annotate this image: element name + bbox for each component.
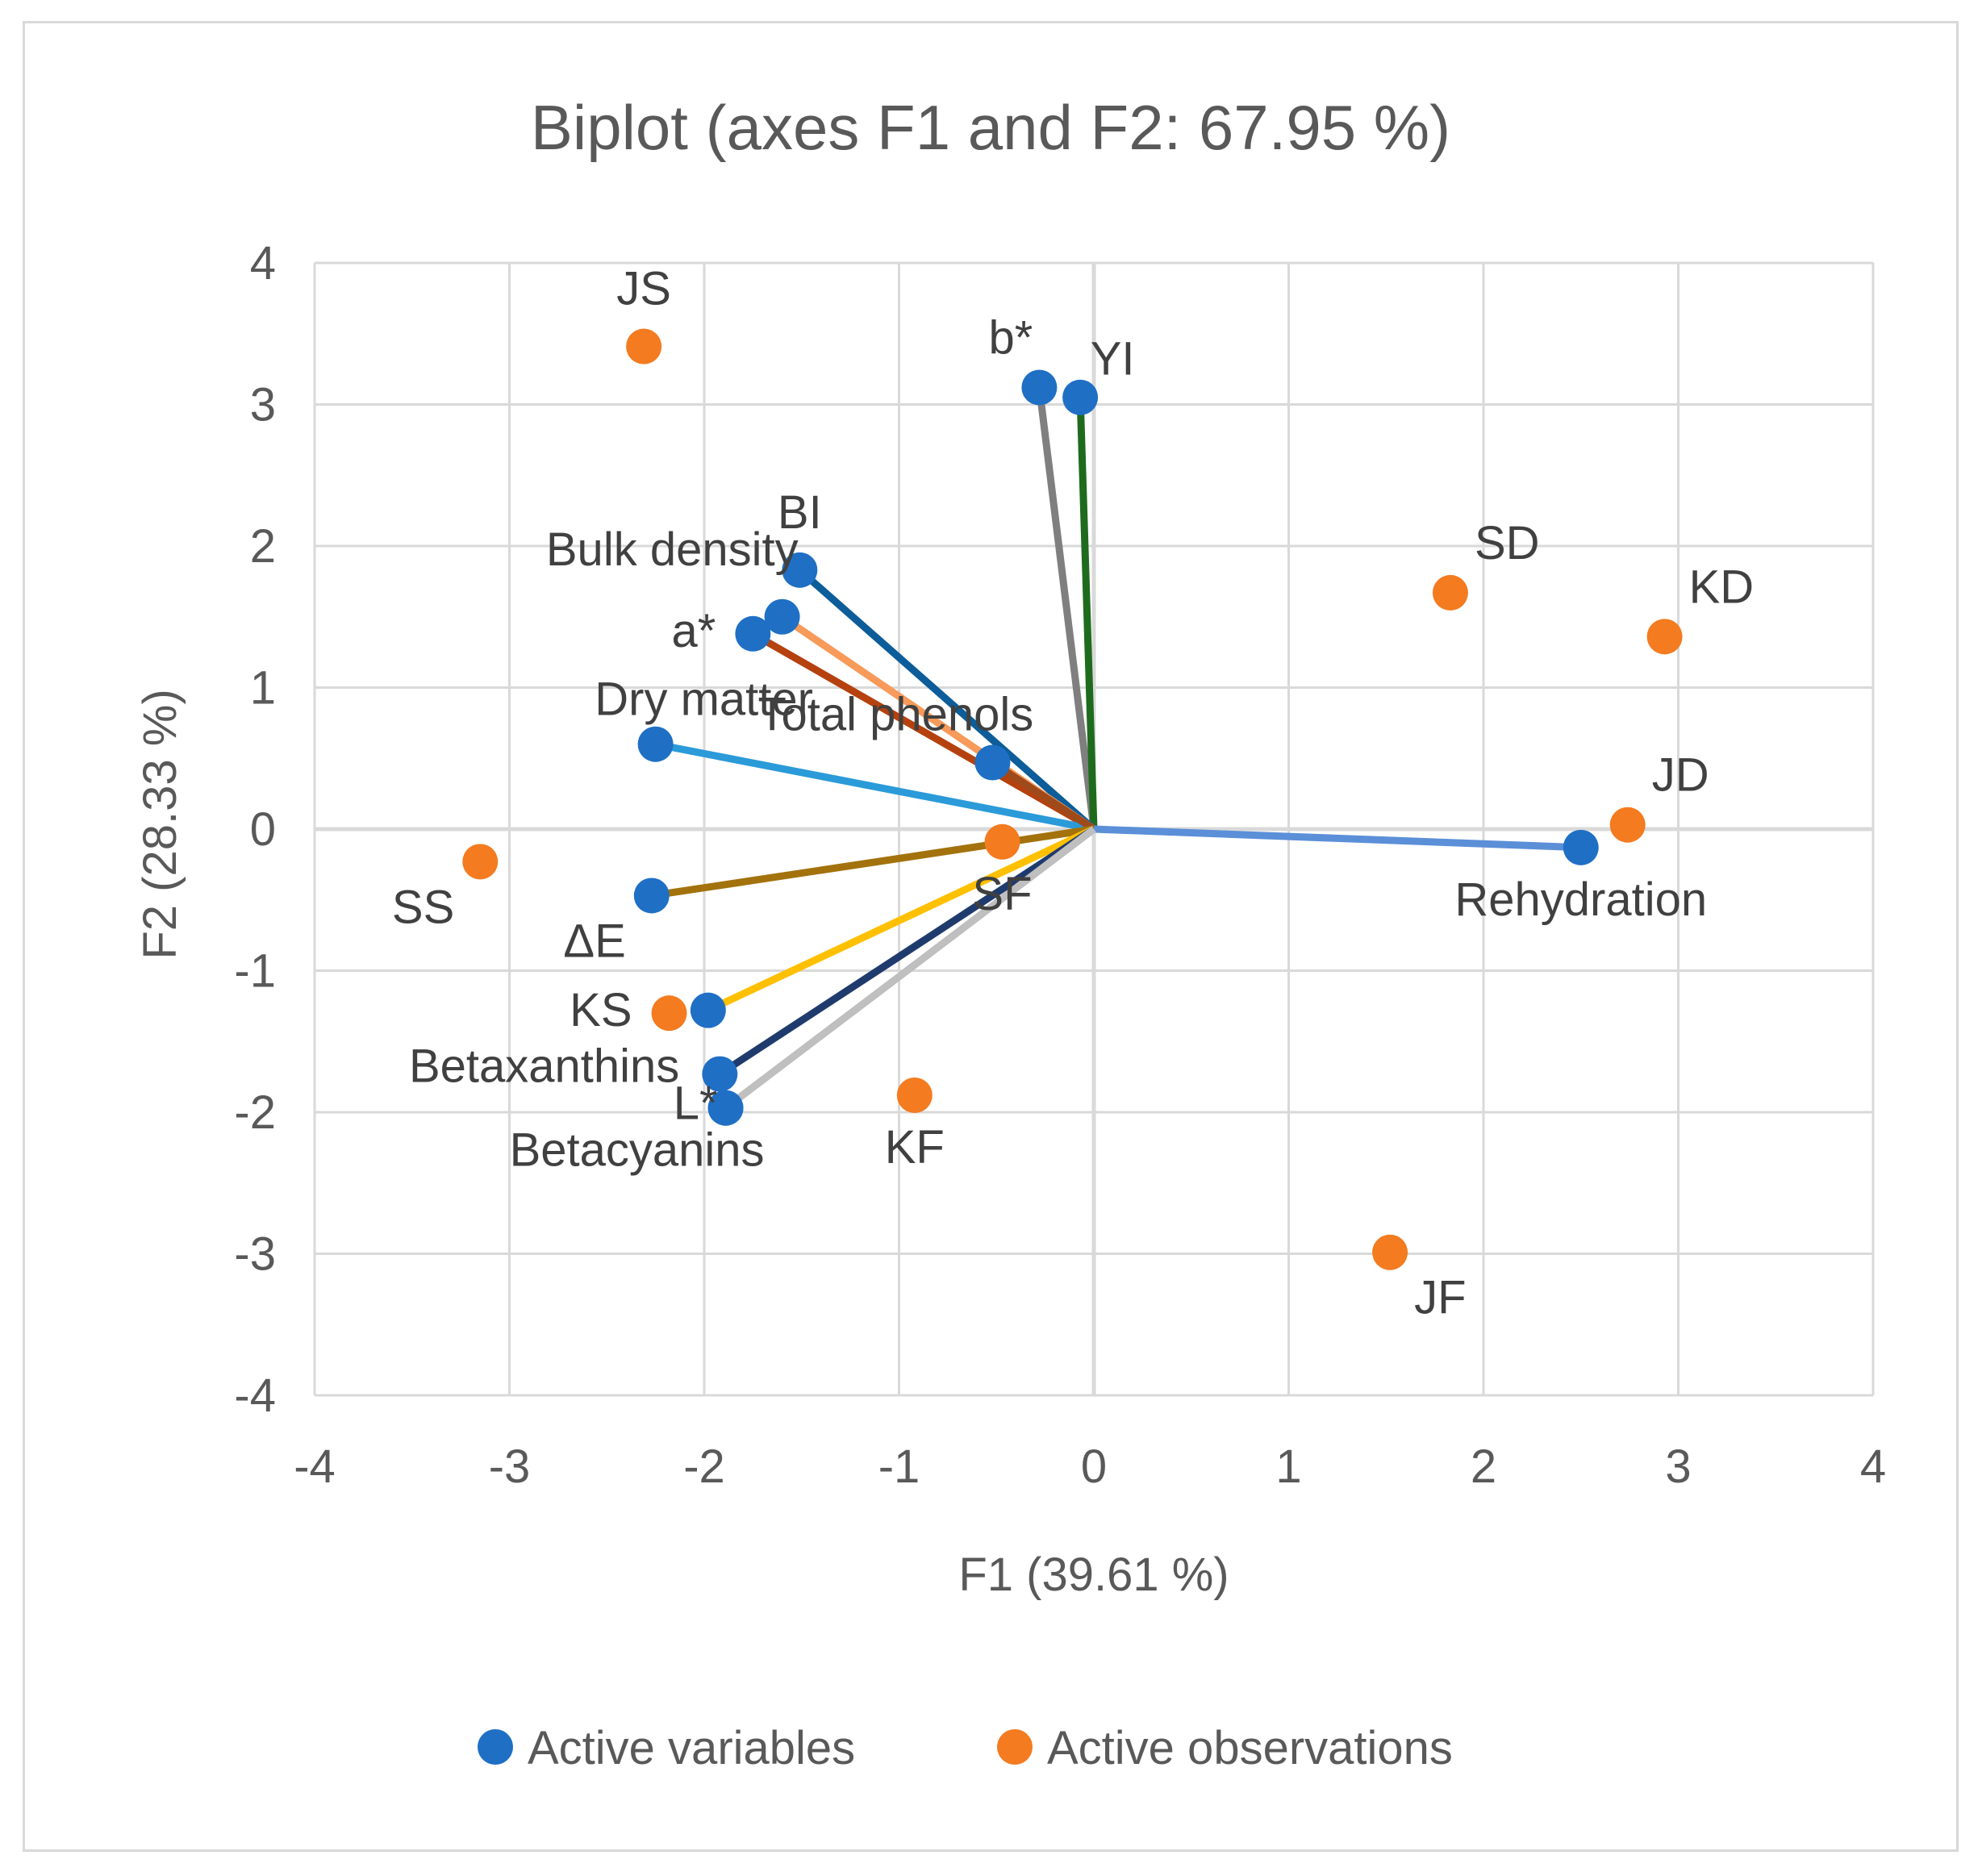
- point-label: YI: [1091, 333, 1135, 386]
- vector-ks-var: [706, 825, 1095, 1014]
- observation-point: [1372, 1234, 1408, 1270]
- point-label: Betaxanthins: [409, 1040, 679, 1093]
- observation-point: [462, 844, 499, 880]
- observation-point: [1646, 619, 1683, 655]
- variable-point: [1062, 379, 1099, 415]
- vector-betacyanins: [723, 826, 1096, 1111]
- y-tick-label: -3: [234, 1228, 276, 1281]
- vector-rehydration: [1093, 825, 1581, 852]
- variable-point: [1021, 369, 1058, 406]
- legend-marker-variables: [478, 1729, 513, 1765]
- y-tick-label: 1: [250, 662, 276, 715]
- point-label: KS: [570, 984, 632, 1036]
- x-tick-label: -1: [878, 1440, 920, 1493]
- observation-point: [626, 328, 662, 365]
- observation-point: [896, 1077, 933, 1113]
- y-tick-label: 2: [250, 520, 276, 573]
- variable-vectors: [651, 386, 1581, 1111]
- y-tick-label: -4: [234, 1369, 276, 1422]
- point-label: KF: [885, 1121, 945, 1174]
- variable-point: [974, 744, 1011, 781]
- point-label: b*: [989, 311, 1033, 364]
- point-label: SD: [1475, 517, 1540, 569]
- y-axis-title: F2 (28.33 %): [134, 689, 186, 959]
- point-label: JD: [1652, 749, 1709, 802]
- point-label: Betacyanins: [510, 1124, 765, 1177]
- observation-point: [1432, 574, 1468, 611]
- variable-point: [1563, 829, 1599, 865]
- y-tick-label: -1: [234, 945, 276, 998]
- vector-dry-matter: [654, 740, 1095, 833]
- point-label: Dry matter: [595, 673, 813, 726]
- variable-point: [702, 1056, 738, 1092]
- point-label: Bulk density: [546, 523, 799, 576]
- variable-point: [690, 992, 726, 1028]
- variable-point: [707, 1090, 744, 1126]
- vector-yi: [1076, 397, 1098, 830]
- chart-frame: [23, 21, 1959, 1852]
- x-tick-label: -2: [683, 1440, 725, 1493]
- y-tick-label: 3: [250, 379, 276, 431]
- x-axis-title: F1 (39.61 %): [958, 1549, 1229, 1601]
- vector-total-phenols: [990, 759, 1096, 832]
- point-label: Rehydration: [1454, 873, 1707, 926]
- variable-point: [637, 726, 674, 762]
- point-label: L*: [674, 1078, 718, 1130]
- x-tick-label: -4: [294, 1440, 336, 1493]
- chart-title: Biplot (axes F1 and F2: 67.95 %): [531, 92, 1450, 163]
- observation-point: [1609, 807, 1646, 843]
- variable-point: [764, 598, 800, 635]
- y-tick-label: -2: [234, 1086, 276, 1139]
- legend-label-observations: Active observations: [1047, 1722, 1453, 1774]
- point-label: BI: [778, 486, 822, 539]
- tick-labels: -4 -3 -2 -1 0 1 2 3 4 -4 -3 -2 -1 0 1 2 3 4: [234, 237, 1886, 1493]
- point-label: JS: [616, 263, 671, 315]
- observation-point: [984, 823, 1020, 860]
- legend-label-variables: Active variables: [528, 1722, 855, 1774]
- x-tick-label: -3: [489, 1440, 531, 1493]
- vector-bi: [797, 567, 1096, 832]
- observation-point: [651, 995, 687, 1032]
- variable-point: [633, 878, 670, 914]
- x-tick-label: 2: [1471, 1440, 1496, 1493]
- x-tick-label: 3: [1665, 1440, 1691, 1493]
- point-label: ΔE: [563, 915, 625, 967]
- x-tick-label: 4: [1860, 1440, 1886, 1493]
- point-label: Total phenols: [758, 689, 1034, 741]
- vector-b-: [1035, 386, 1098, 830]
- data-points: [462, 328, 1683, 1270]
- legend-marker-observations: [997, 1729, 1033, 1765]
- x-tick-label: 1: [1275, 1440, 1301, 1493]
- vector-a-: [751, 630, 1096, 832]
- variable-point: [735, 615, 771, 652]
- vector--e: [651, 825, 1095, 899]
- vector-betaxanthins: [717, 826, 1096, 1078]
- point-label: JF: [1414, 1272, 1466, 1324]
- variable-point: [782, 552, 818, 588]
- point-label: KD: [1689, 561, 1755, 613]
- y-tick-label: 4: [250, 237, 276, 290]
- x-tick-label: 0: [1081, 1440, 1107, 1493]
- legend: Active variables Active observations: [478, 1722, 1453, 1774]
- point-label: a*: [672, 605, 716, 657]
- point-label: SS: [392, 881, 454, 933]
- point-label: SF: [972, 868, 1032, 920]
- y-tick-label: 0: [250, 803, 276, 856]
